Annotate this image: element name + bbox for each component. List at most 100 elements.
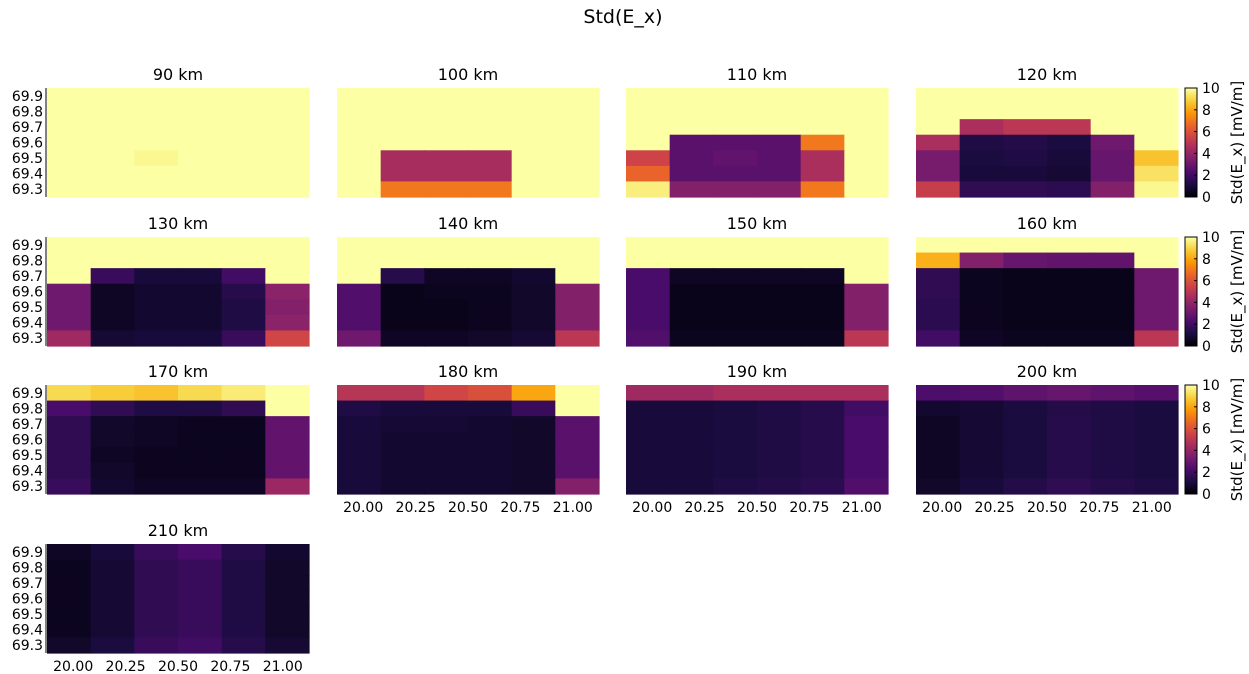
heatmap-cell xyxy=(468,237,513,254)
colorbars: 0 2 4 6 8 10 Std(E_x) [mV/m] 0 2 4 6 8 10 Std(E_x) [m… xyxy=(1184,81,1247,503)
y-tick-label: 69.9 xyxy=(12,238,43,254)
heatmap-cell xyxy=(669,385,714,402)
colorbar-label: Std(E_x) [mV/m] xyxy=(1228,81,1247,205)
heatmap-cell xyxy=(669,252,714,269)
heatmap-cell xyxy=(844,416,889,433)
heatmap-cell xyxy=(221,621,266,639)
panel-title: 110 km xyxy=(727,65,787,84)
heatmap-cell xyxy=(1003,283,1048,300)
heatmap-cell xyxy=(134,590,179,607)
heatmap-cell xyxy=(178,385,223,402)
heatmap-cell xyxy=(1090,252,1135,269)
heatmap-cell xyxy=(380,165,425,183)
heatmap-cell xyxy=(1047,462,1092,480)
heatmap-cell xyxy=(90,575,135,592)
heatmap-cell xyxy=(669,431,714,448)
heatmap-cell xyxy=(1047,103,1092,120)
heatmap-cell xyxy=(959,385,1004,402)
heatmap-cell xyxy=(626,134,671,151)
heatmap-cell xyxy=(916,314,961,332)
heatmap-cell xyxy=(555,181,600,198)
heatmap-cell xyxy=(1090,330,1135,347)
heatmap-cell xyxy=(47,606,92,623)
heatmap-cell xyxy=(134,314,179,332)
heatmap-cell xyxy=(1090,150,1135,167)
heatmap-cell xyxy=(555,103,600,120)
heatmap-cell xyxy=(134,88,179,105)
heatmap-cell xyxy=(380,299,425,316)
heatmap-cell xyxy=(265,119,310,136)
heatmap-cell xyxy=(1047,283,1092,300)
heatmap-cell xyxy=(1047,330,1092,347)
colorbar-tick-label: 2 xyxy=(1202,317,1211,333)
heatmap-cell xyxy=(337,150,382,167)
heatmap-cell xyxy=(757,385,802,402)
heatmap-cell xyxy=(265,400,310,417)
heatmap-cell xyxy=(713,462,758,480)
heatmap-cell xyxy=(713,165,758,183)
heatmap-cell xyxy=(669,283,714,300)
heatmap-cell xyxy=(337,165,382,183)
heatmap-cell xyxy=(424,431,469,448)
heatmap-cell xyxy=(844,252,889,269)
heatmap-cell xyxy=(511,431,556,448)
heatmap-cell xyxy=(337,478,382,495)
heatmap-cell xyxy=(626,314,671,332)
heatmap-cell xyxy=(713,88,758,105)
x-tick-label: 20.75 xyxy=(1079,500,1119,516)
heatmap-cell xyxy=(221,119,266,136)
heatmap-cell xyxy=(47,544,92,561)
heatmap-cell xyxy=(178,252,223,269)
heatmap-cell xyxy=(337,299,382,316)
y-tick-label: 69.6 xyxy=(12,136,43,152)
heatmap-cell xyxy=(555,165,600,183)
heatmap-cell xyxy=(90,621,135,639)
heatmap-cell xyxy=(134,400,179,417)
heatmap-cell xyxy=(555,431,600,448)
heatmap-cell xyxy=(626,252,671,269)
heatmap-cell xyxy=(47,637,92,654)
heatmap-cell xyxy=(90,637,135,654)
heatmap-cell xyxy=(468,431,513,448)
heatmap-cell xyxy=(47,165,92,183)
heatmap-cell xyxy=(221,134,266,151)
heatmap-cell xyxy=(1047,150,1092,167)
heatmap-cell xyxy=(1090,385,1135,402)
heatmap-cell xyxy=(178,478,223,495)
heatmap-cell xyxy=(337,181,382,198)
heatmap-cell xyxy=(757,283,802,300)
heatmap-cell xyxy=(626,119,671,136)
heatmap-cell xyxy=(669,237,714,254)
heatmap-cell xyxy=(380,478,425,495)
heatmap-cell xyxy=(134,150,179,167)
heatmap-cell xyxy=(669,268,714,285)
heatmap-cell xyxy=(844,385,889,402)
panel-title: 120 km xyxy=(1017,65,1077,84)
heatmap-cell xyxy=(511,330,556,347)
heatmap-cell xyxy=(265,150,310,167)
heatmap-cell xyxy=(221,431,266,448)
heatmap-cell xyxy=(221,575,266,592)
heatmap-cell xyxy=(47,314,92,332)
heatmap-cell xyxy=(468,478,513,495)
x-tick-label: 21.00 xyxy=(842,500,882,516)
heatmap-cell xyxy=(713,237,758,254)
colorbar-tick-label: 4 xyxy=(1202,146,1211,162)
heatmap-cell xyxy=(221,478,266,495)
y-tick-label: 69.7 xyxy=(12,269,43,285)
heatmap-cell xyxy=(221,165,266,183)
heatmap-cell xyxy=(47,575,92,592)
colorbar-tick-label: 8 xyxy=(1202,252,1211,268)
heatmap-cell xyxy=(713,150,758,167)
heatmap-cell xyxy=(90,447,135,464)
heatmap-cell xyxy=(555,119,600,136)
heatmap-cell xyxy=(221,385,266,402)
heatmap-cell xyxy=(178,621,223,639)
heatmap-cell xyxy=(626,283,671,300)
heatmap-cell xyxy=(221,181,266,198)
x-tick-label: 21.00 xyxy=(553,500,593,516)
heatmap-cell xyxy=(1134,103,1179,120)
y-tick-label: 69.9 xyxy=(12,89,43,105)
heatmap-panel: 180 km 20.00 20.25 20.50 20.75 21.00 xyxy=(337,362,600,516)
heatmap-cell xyxy=(1134,330,1179,347)
